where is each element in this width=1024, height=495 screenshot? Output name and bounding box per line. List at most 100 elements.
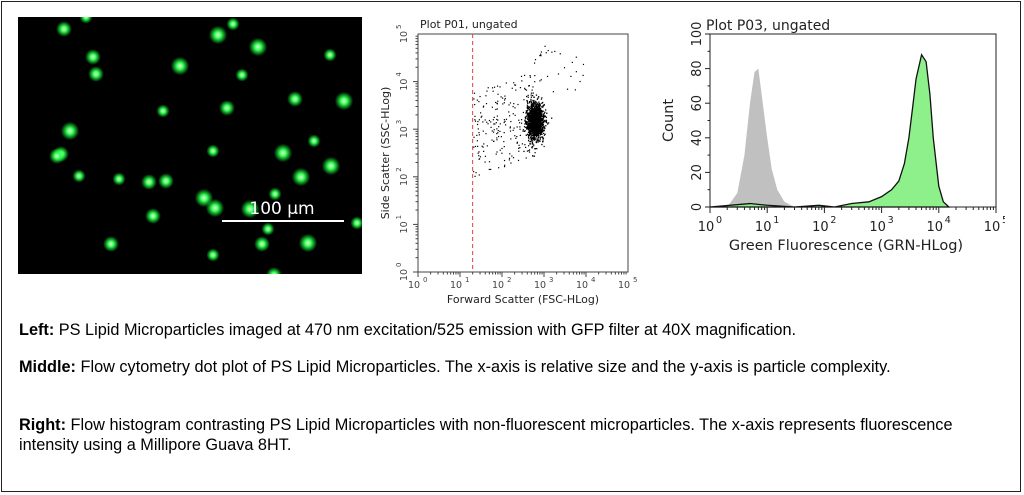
point bbox=[540, 130, 543, 133]
point bbox=[528, 108, 531, 111]
point bbox=[532, 131, 534, 133]
point bbox=[534, 113, 537, 115]
point bbox=[532, 126, 534, 129]
point bbox=[545, 109, 547, 111]
point bbox=[498, 167, 500, 169]
point bbox=[530, 109, 532, 112]
y-tick-exponent: 0 bbox=[395, 263, 403, 267]
point bbox=[484, 155, 487, 157]
point bbox=[487, 87, 489, 89]
y-tick-label: 60 bbox=[690, 95, 705, 112]
point bbox=[528, 122, 530, 125]
point bbox=[530, 103, 532, 105]
point bbox=[528, 116, 530, 118]
point bbox=[533, 114, 536, 117]
point bbox=[534, 74, 536, 77]
point bbox=[523, 150, 525, 153]
point bbox=[534, 121, 536, 124]
point bbox=[539, 133, 541, 135]
point bbox=[530, 133, 533, 135]
point bbox=[527, 124, 529, 126]
point bbox=[533, 100, 535, 102]
point bbox=[535, 115, 538, 118]
point bbox=[542, 121, 544, 123]
point bbox=[511, 155, 513, 157]
bead bbox=[219, 100, 235, 116]
point bbox=[525, 126, 527, 129]
point bbox=[538, 119, 540, 122]
bead bbox=[268, 187, 282, 201]
x-tick-exponent: 4 bbox=[591, 276, 596, 284]
point bbox=[531, 89, 533, 91]
point bbox=[477, 128, 479, 130]
point bbox=[531, 143, 534, 145]
point bbox=[528, 112, 530, 114]
point bbox=[495, 153, 497, 155]
point bbox=[534, 132, 536, 134]
point bbox=[484, 119, 486, 121]
point bbox=[542, 116, 545, 119]
point bbox=[504, 97, 506, 100]
point bbox=[482, 130, 484, 132]
fluorescence-micrograph: 100 µm bbox=[18, 17, 362, 274]
point bbox=[527, 96, 529, 98]
point bbox=[513, 127, 515, 129]
point bbox=[539, 116, 542, 119]
point bbox=[535, 141, 538, 144]
bead bbox=[60, 121, 80, 141]
point bbox=[536, 122, 538, 124]
point bbox=[491, 106, 493, 108]
point bbox=[539, 112, 541, 114]
point bbox=[479, 95, 481, 98]
point bbox=[514, 135, 516, 137]
point bbox=[537, 111, 539, 113]
bead bbox=[254, 236, 270, 252]
point bbox=[536, 120, 538, 122]
y-axis-label: Side Scatter (SSC-HLog) bbox=[379, 87, 392, 220]
point bbox=[532, 103, 535, 105]
point bbox=[492, 131, 495, 133]
point bbox=[534, 120, 536, 122]
point bbox=[530, 114, 532, 117]
point bbox=[503, 146, 505, 148]
point bbox=[540, 112, 542, 115]
point bbox=[508, 111, 510, 113]
point bbox=[534, 102, 536, 104]
point bbox=[503, 121, 505, 124]
scale-bar-label: 100 µm bbox=[249, 199, 314, 219]
point bbox=[536, 138, 539, 140]
x-axis-label: Forward Scatter (FSC-HLog) bbox=[447, 293, 599, 306]
point bbox=[539, 113, 542, 116]
y-tick-exponent: 4 bbox=[395, 72, 403, 77]
point bbox=[539, 104, 541, 106]
point bbox=[523, 126, 526, 128]
point bbox=[482, 106, 484, 108]
point bbox=[509, 126, 512, 128]
point bbox=[534, 119, 536, 121]
point bbox=[539, 111, 542, 113]
fluorescent-histogram bbox=[709, 53, 951, 208]
x-tick-label: 10 bbox=[408, 280, 420, 291]
point bbox=[534, 126, 536, 128]
y-tick-exponent: 5 bbox=[395, 25, 403, 29]
point bbox=[527, 118, 529, 120]
point bbox=[531, 141, 534, 144]
point bbox=[525, 120, 527, 123]
point bbox=[526, 106, 529, 108]
point bbox=[531, 109, 533, 111]
y-tick-label: 100 bbox=[690, 22, 705, 47]
point bbox=[497, 132, 499, 134]
bead bbox=[261, 222, 275, 236]
point bbox=[536, 140, 538, 142]
point bbox=[528, 149, 531, 151]
point bbox=[537, 107, 539, 109]
point bbox=[535, 111, 538, 114]
point bbox=[525, 118, 527, 120]
point bbox=[527, 112, 529, 114]
caption-right-text: Flow histogram contrasting PS Lipid Micr… bbox=[19, 416, 953, 454]
y-tick-label: 10 bbox=[399, 31, 410, 43]
point bbox=[505, 124, 507, 126]
bead bbox=[266, 267, 282, 274]
point bbox=[525, 146, 527, 149]
point bbox=[492, 119, 494, 121]
